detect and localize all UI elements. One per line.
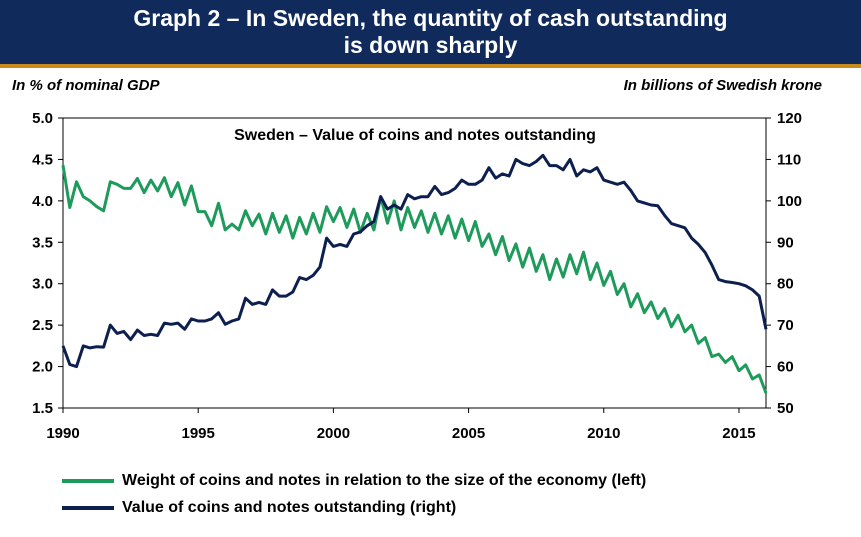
right-tick-label: 90 [777,234,794,251]
right-tick-label: 50 [777,400,794,417]
page-title: Graph 2 – In Sweden, the quantity of cas… [0,5,861,59]
legend-item-value: Value of coins and notes outstanding (ri… [62,497,456,519]
x-tick-label: 2010 [587,425,620,442]
right-tick-label: 60 [777,359,794,376]
left-tick-label: 2.0 [32,359,53,376]
chart-title: Sweden – Value of coins and notes outsta… [234,127,596,144]
left-axis: 5.0 4.5 4.0 3.5 3.0 2.5 2.0 1.5 [32,110,63,417]
x-tick-label: 2015 [722,425,755,442]
left-tick-label: 3.5 [32,234,53,251]
right-axis-unit-label: In billions of Swedish krone [623,77,822,94]
series-line-value [61,153,768,369]
series-layer [61,153,768,394]
left-tick-label: 3.0 [32,276,53,293]
right-tick-label: 70 [777,317,794,334]
legend-item-gdp-weight: Weight of coins and notes in relation to… [62,470,646,492]
legend-label-gdp-weight: Weight of coins and notes in relation to… [122,472,647,489]
right-axis: 120 110 100 90 80 70 60 50 [766,110,802,417]
right-tick-label: 100 [777,193,802,210]
left-tick-label: 1.5 [32,400,53,417]
x-tick-label: 1995 [182,425,215,442]
x-tick-label: 2005 [452,425,485,442]
right-tick-label: 110 [777,151,801,168]
x-axis: 1990 1995 2000 2005 2010 2015 [46,408,756,442]
series-line-gdp-weight [61,164,768,394]
left-tick-label: 5.0 [32,110,53,127]
plot-area-frame [62,117,767,409]
left-tick-label: 2.5 [32,317,53,334]
page-title-line-1: Graph 2 – In Sweden, the quantity of cas… [133,5,728,31]
page-title-line-2: is down sharply [343,32,518,58]
x-tick-label: 2000 [317,425,350,442]
left-tick-label: 4.0 [32,193,53,210]
legend-swatch-navy [62,506,114,510]
x-tick-label: 1990 [46,425,79,442]
legend-swatch-green [62,479,114,483]
left-axis-unit-label: In % of nominal GDP [12,77,160,94]
title-banner-rule [0,64,861,68]
right-tick-label: 80 [777,276,794,293]
left-tick-label: 4.5 [32,151,53,168]
right-tick-label: 120 [777,110,802,127]
legend-label-value: Value of coins and notes outstanding (ri… [122,499,457,516]
title-banner [0,0,861,64]
